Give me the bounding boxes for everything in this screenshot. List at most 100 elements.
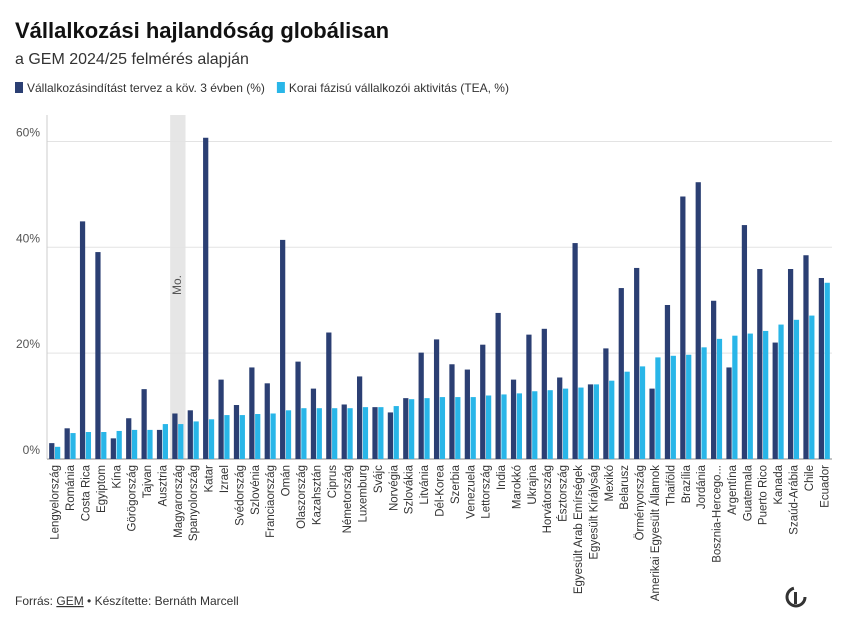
x-tick-label: Egyesült Királyság: [588, 465, 600, 560]
bar: [147, 429, 153, 459]
bar: [541, 328, 547, 459]
bar: [772, 342, 778, 459]
bar: [95, 252, 101, 459]
source: Forrás: GEM • Készítette: Bernáth Marcel…: [15, 594, 239, 608]
x-tick-label: Dél-Korea: [435, 464, 447, 516]
x-tick-label: Costa Rica: [80, 464, 92, 521]
bar: [639, 366, 646, 459]
bar: [603, 348, 609, 459]
x-tick-label: Belarusz: [619, 465, 631, 510]
legend-swatch: [15, 82, 23, 93]
x-tick-label: Kína: [111, 464, 123, 488]
bar: [680, 196, 686, 460]
x-tick-label: Bosznia-Hercego...: [712, 465, 724, 563]
bar: [356, 376, 363, 459]
logo: [785, 586, 807, 608]
bar: [162, 424, 168, 459]
bar: [634, 267, 640, 459]
x-tick-label: Szaúd-Arábia: [789, 464, 801, 534]
source-prefix: Forrás:: [15, 594, 53, 608]
x-tick-label: Ciprus: [327, 465, 339, 498]
x-tick-label: Katar: [204, 465, 216, 493]
bar: [79, 221, 86, 459]
bar: [387, 412, 394, 459]
y-tick-label: 0%: [23, 443, 41, 457]
bar: [403, 398, 409, 459]
x-tick-label: Marokkó: [511, 465, 523, 509]
x-tick-label: Olaszország: [296, 465, 308, 529]
bar: [485, 395, 492, 459]
bar: [578, 387, 584, 459]
bar: [809, 315, 815, 459]
bar: [695, 182, 701, 459]
bar: [295, 361, 301, 459]
bar: [818, 278, 824, 459]
x-tick-label: Németország: [342, 465, 354, 533]
highlight-band: [170, 115, 186, 459]
x-tick-label: Omán: [281, 465, 293, 496]
x-tick-label: Argentína: [727, 464, 739, 514]
credit: • Készítette: Bernáth Marcell: [87, 594, 239, 608]
x-tick-label: Puerto Rico: [758, 465, 770, 525]
bar: [126, 418, 132, 459]
x-tick-label: Kazahsztán: [311, 465, 323, 525]
bar: [526, 334, 532, 459]
legend-label: Vállalkozásindítást tervez a köv. 3 évbe…: [27, 81, 265, 95]
bar: [455, 397, 461, 459]
legend: Vállalkozásindítást tervez a köv. 3 évbe…: [15, 81, 509, 95]
x-tick-label: Guatemala: [742, 464, 754, 521]
x-tick-label: Ausztria: [157, 464, 169, 506]
x-tick-label: Ecuador: [819, 465, 831, 508]
bar: [824, 282, 830, 459]
x-tick-label: Magyarország: [173, 465, 185, 538]
x-tick-label: Kanada: [773, 464, 785, 504]
bar: [516, 393, 523, 459]
bar: [362, 407, 369, 459]
bar: [793, 319, 800, 459]
x-tick-label: Szerbia: [450, 464, 462, 504]
bar: [649, 388, 655, 459]
x-tick-label: Izrael: [219, 465, 231, 493]
x-tick-label: Jordánia: [696, 464, 708, 509]
bar: [110, 438, 116, 459]
x-tick-label: Görögország: [127, 465, 139, 531]
x-tick-label: Brazília: [681, 464, 693, 503]
bar: [264, 383, 270, 459]
bar: [270, 413, 276, 459]
x-tick-label: Szlovénia: [250, 464, 262, 514]
bar: [285, 410, 292, 459]
bar: [418, 352, 424, 459]
x-tick-label: Románia: [65, 464, 77, 511]
bar: [618, 288, 624, 459]
x-tick-label: Amerikai Egyesült Államok: [649, 465, 662, 601]
x-tick-label: Lettország: [481, 465, 493, 519]
plot: Mo. 0% 20% 40% 60% Lengyelország Románia Costa …: [16, 115, 832, 601]
y-tick-label: 60%: [16, 125, 40, 139]
x-tick-label: Mexikó: [604, 465, 616, 501]
x-tick-label: Ukrajna: [527, 464, 539, 504]
bar: [208, 419, 215, 459]
bar: [218, 379, 224, 459]
bar: [249, 367, 255, 459]
bar: [172, 413, 178, 459]
bar: [409, 399, 415, 459]
bar: [624, 371, 630, 459]
bar: [741, 225, 748, 459]
bar: [572, 243, 578, 459]
source-link[interactable]: GEM: [56, 594, 83, 608]
bar: [587, 384, 594, 459]
bar: [116, 430, 122, 459]
x-tick-label: Norvégia: [388, 464, 400, 511]
bar: [280, 239, 286, 459]
x-tick-label: Egyesült Arab Emírségek: [573, 465, 585, 594]
bar: [347, 408, 353, 459]
bar: [732, 335, 738, 459]
bar: [255, 414, 261, 459]
x-tick-label: Spanyolország: [188, 465, 200, 541]
bar: [439, 397, 446, 459]
bar: [301, 408, 307, 459]
bar: [310, 388, 317, 459]
bar: [757, 269, 763, 459]
bar: [49, 443, 55, 459]
